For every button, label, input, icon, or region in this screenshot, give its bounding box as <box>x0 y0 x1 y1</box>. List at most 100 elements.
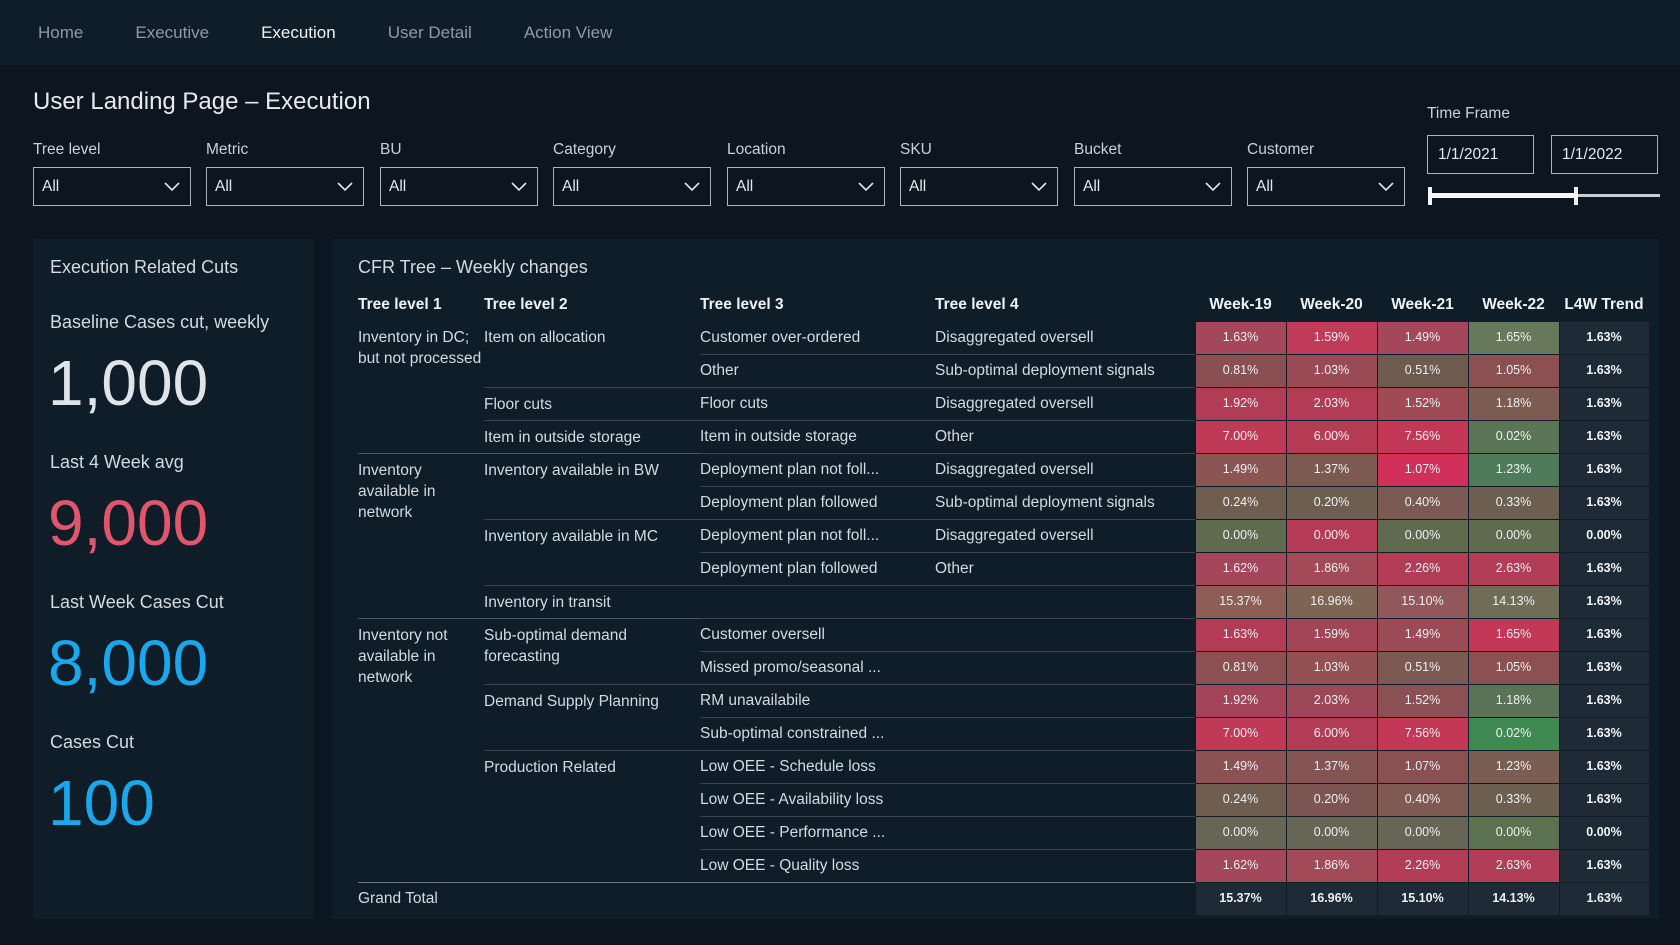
tree-level-4-cell <box>935 749 1195 783</box>
column-header[interactable]: Tree level 2 <box>484 296 568 313</box>
column-header[interactable]: Tree level 4 <box>935 296 1019 313</box>
sku-dropdown[interactable]: All <box>900 167 1058 206</box>
tree-level-3-cell: Floor cuts <box>700 386 935 420</box>
heatmap-cell: 0.02% <box>1467 716 1560 751</box>
heatmap-cell: 1.59% <box>1285 320 1378 355</box>
filter-label: Bucket <box>1074 141 1122 158</box>
timeframe-slider-start-handle[interactable] <box>1428 187 1432 205</box>
l4w-trend-cell: 1.63% <box>1558 452 1650 487</box>
kpi-label-baseline: Baseline Cases cut, weekly <box>50 312 270 332</box>
heatmap-cell: 0.24% <box>1194 782 1287 817</box>
heatmap-cell: 1.23% <box>1467 749 1560 784</box>
table-row: Inventory available in MC Deployment plan… <box>358 518 1650 585</box>
kpi-value-cases-cut: 100 <box>48 767 155 839</box>
tree-level-3-cell: Low OEE - Quality loss <box>700 848 935 882</box>
tree-level-3-cell: Customer over-ordered <box>700 328 861 346</box>
heatmap-cell: 1.62% <box>1194 848 1287 883</box>
tree-level-4-cell: Other <box>935 551 1195 585</box>
grand-total-cell: 16.96% <box>1285 881 1377 915</box>
cfr-tree-title: CFR Tree – Weekly changes <box>358 257 588 277</box>
heatmap-cell: 7.00% <box>1194 419 1287 454</box>
column-header[interactable]: Week-21 <box>1391 295 1454 313</box>
heatmap-cell: 1.49% <box>1376 617 1469 652</box>
cfr-tree-table: Tree level 1 Tree level 2 Tree level 3 Tree… <box>358 289 1650 915</box>
heatmap-cell: 1.63% <box>1194 320 1287 355</box>
nav-tab-executive[interactable]: Executive <box>135 22 210 42</box>
timeframe-end-input[interactable]: 1/1/2022 <box>1551 135 1658 174</box>
nav-tab-user-detail[interactable]: User Detail <box>387 22 472 42</box>
tree-level-1-cell: Inventory available in network <box>358 452 484 618</box>
column-header[interactable]: Tree level 1 <box>358 296 442 313</box>
tree-level-4-cell <box>935 584 1195 618</box>
column-header[interactable]: Tree level 3 <box>700 296 784 313</box>
heatmap-cell: 1.49% <box>1194 749 1287 784</box>
nav-tab-action-view[interactable]: Action View <box>523 22 613 42</box>
heatmap-cell: 0.51% <box>1376 650 1469 685</box>
bucket-dropdown[interactable]: All <box>1074 167 1232 206</box>
tree-level-3-cell <box>700 584 935 618</box>
l4w-trend-cell: 1.63% <box>1558 650 1650 685</box>
heatmap-cell: 1.18% <box>1467 683 1560 718</box>
tree-level-2-cell: Production Related <box>484 749 700 882</box>
heatmap-cell: 0.20% <box>1285 485 1378 520</box>
tree-level-2-cell: Inventory in transit <box>484 584 700 618</box>
l4w-trend-cell: 1.63% <box>1558 419 1650 454</box>
tree-level-2-cell: Demand Supply Planning <box>484 683 700 750</box>
timeframe-label: Time Frame <box>1427 105 1510 122</box>
column-header[interactable]: L4W Trend <box>1564 295 1644 313</box>
heatmap-cell: 1.23% <box>1467 452 1560 487</box>
heatmap-cell: 0.40% <box>1376 485 1469 520</box>
table-row: Floor cuts Floor cuts Disaggregated overse… <box>358 386 1650 421</box>
table-row: Inventory available in network Inventory … <box>358 452 1650 618</box>
heatmap-cell: 14.13% <box>1467 584 1560 619</box>
filter-customer: Customer All <box>1247 141 1405 206</box>
filter-label: Metric <box>206 141 249 158</box>
location-dropdown[interactable]: All <box>727 167 885 206</box>
tree-level-4-cell <box>935 848 1195 882</box>
tree-level-4-cell: Disaggregated oversell <box>935 328 1094 346</box>
tree-level-dropdown[interactable]: All <box>33 167 191 206</box>
timeframe-slider-end-handle[interactable] <box>1574 187 1578 205</box>
tree-level-3-cell: Customer oversell <box>700 617 935 651</box>
tree-level-3-cell: Missed promo/seasonal ... <box>700 650 935 684</box>
category-dropdown[interactable]: All <box>553 167 711 206</box>
kpi-panel: Execution Related Cuts Baseline Cases cu… <box>33 239 314 919</box>
cfr-header-row: Tree level 1 Tree level 2 Tree level 3 Tree… <box>358 289 1649 321</box>
chevron-down-icon <box>858 181 874 191</box>
timeframe-start-input[interactable]: 1/1/2021 <box>1427 135 1534 174</box>
heatmap-cell: 2.63% <box>1467 551 1560 586</box>
nav-tab-execution[interactable]: Execution <box>261 22 336 42</box>
tree-level-3-cell: Low OEE - Schedule loss <box>700 749 935 783</box>
heatmap-cell: 0.33% <box>1467 782 1560 817</box>
chevron-down-icon <box>684 181 700 191</box>
heatmap-cell: 2.03% <box>1285 386 1378 421</box>
heatmap-cell: 0.00% <box>1194 518 1287 553</box>
tree-level-3-cell: Other <box>700 353 935 387</box>
heatmap-cell: 0.00% <box>1467 518 1560 553</box>
filter-bucket: Bucket All <box>1074 141 1232 206</box>
grand-total-label: Grand Total <box>358 881 1195 915</box>
column-header[interactable]: Week-22 <box>1482 295 1545 313</box>
bu-dropdown[interactable]: All <box>380 167 538 206</box>
table-row: Inventory in transit 15.37% 16.96% 15.10% 14… <box>358 584 1650 619</box>
tree-level-1-cell: Inventory in DC; but not processed <box>358 329 482 367</box>
tree-level-4-cell: Disaggregated oversell <box>935 518 1195 552</box>
heatmap-cell: 0.00% <box>1376 518 1469 553</box>
column-header[interactable]: Week-19 <box>1209 295 1272 313</box>
metric-dropdown[interactable]: All <box>206 167 364 206</box>
tree-level-4-cell <box>935 650 1195 684</box>
table-row: Production Related Low OEE - Schedule los… <box>358 749 1650 882</box>
kpi-panel-title: Execution Related Cuts <box>50 257 239 277</box>
chevron-down-icon <box>164 181 180 191</box>
chevron-down-icon <box>1205 181 1221 191</box>
heatmap-cell: 0.81% <box>1194 353 1287 388</box>
filter-label: Category <box>553 141 616 158</box>
tree-level-3-cell: Deployment plan not foll... <box>700 452 935 486</box>
tree-level-2-cell: Inventory available in MC <box>484 518 700 585</box>
heatmap-cell: 1.03% <box>1285 353 1378 388</box>
customer-dropdown[interactable]: All <box>1247 167 1405 206</box>
nav-tab-home[interactable]: Home <box>38 22 84 42</box>
heatmap-cell: 16.96% <box>1285 584 1378 619</box>
heatmap-cell: 1.86% <box>1285 848 1378 883</box>
column-header[interactable]: Week-20 <box>1300 295 1363 313</box>
